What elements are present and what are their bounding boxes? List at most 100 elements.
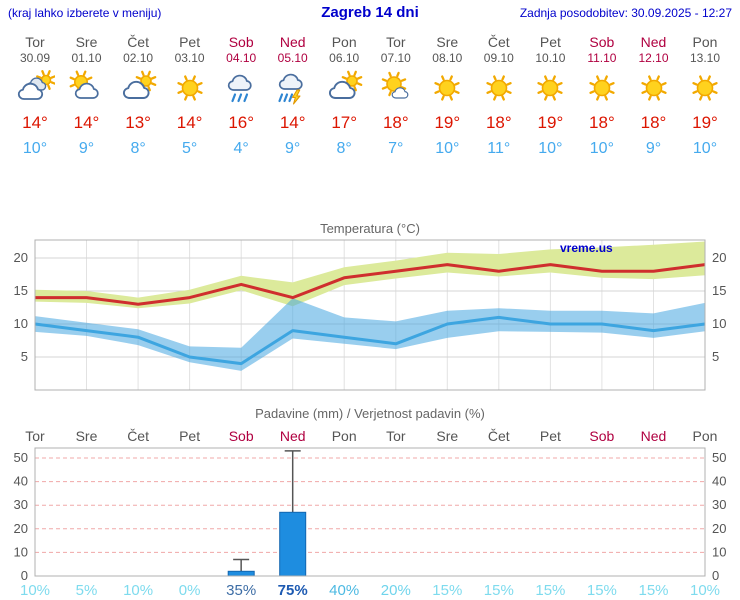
svg-text:20: 20 [14, 250, 28, 265]
precip-probability: 10% [19, 582, 51, 599]
high-temp: 14° [22, 113, 48, 132]
day-name: Ned [640, 34, 667, 50]
day-name: Sre [75, 34, 98, 50]
low-temp: 10° [589, 140, 614, 157]
svg-text:15: 15 [712, 283, 726, 298]
high-temp: 18° [382, 113, 409, 132]
partly-cloudy-icon [61, 70, 113, 108]
day-name: Tor [25, 34, 45, 50]
day-column: Sre 08.10 19° 10° [421, 26, 473, 158]
precip-day-label: Ned [279, 428, 306, 444]
precip-probability: 15% [432, 582, 463, 599]
vreme-us-link[interactable]: vreme.us [560, 241, 613, 255]
high-temp: 19° [537, 113, 564, 132]
precip-day-label: Sre [75, 428, 98, 444]
svg-text:40: 40 [14, 474, 28, 489]
precip-day-label: Tor [25, 428, 45, 444]
svg-text:5: 5 [21, 349, 28, 364]
low-temp: 10° [435, 140, 460, 157]
day-date: 01.10 [71, 51, 102, 65]
sunny-icon [473, 70, 525, 108]
high-temp: 18° [640, 113, 667, 132]
high-temp: 19° [692, 113, 718, 132]
precip-probability: 20% [380, 582, 411, 599]
high-temp: 14° [73, 113, 100, 132]
svg-text:50: 50 [14, 450, 28, 465]
high-temp: 14° [176, 113, 203, 132]
day-date: 13.10 [689, 51, 721, 65]
precip-day-label: Pet [179, 428, 201, 444]
precip-day-labels: Tor Sre Čet Pet Sob Ned Pon Tor Sre Čet Pet Sob Ned P… [0, 428, 740, 444]
day-column: Sob 04.10 16° 4° [215, 26, 267, 158]
min-temp-band [35, 298, 705, 371]
day-name: Pet [539, 34, 561, 50]
day-column: Ned 05.10 14° 9° [267, 26, 319, 158]
low-temp: 5° [181, 140, 198, 157]
precip-day-label: Tor [386, 428, 406, 444]
day-name: Sre [436, 34, 459, 50]
high-temp: 16° [228, 113, 255, 132]
precip-day-label: Ned [640, 428, 667, 444]
svg-text:5: 5 [712, 349, 719, 364]
low-temp: 10° [22, 140, 48, 157]
precip-probability: 5% [75, 582, 98, 599]
day-date: 10.10 [535, 51, 566, 65]
svg-text:20: 20 [14, 521, 28, 536]
precip-probability: 0% [178, 582, 201, 599]
mostly-sunny-icon [370, 70, 422, 108]
precip-bar [227, 570, 255, 577]
sunny-icon [628, 70, 680, 108]
day-date: 30.09 [19, 51, 51, 65]
low-temp: 11° [487, 140, 511, 157]
low-temp: 9° [78, 140, 95, 157]
low-temp: 7° [388, 140, 404, 157]
sunny-icon [164, 70, 216, 108]
precip-axis-labels: 0 0 10 10 20 20 30 30 40 40 50 50 [14, 450, 727, 582]
precipitation-chart: 0 0 10 10 20 20 30 30 40 40 50 50 [14, 447, 727, 582]
svg-text:15: 15 [14, 283, 28, 298]
precip-bars [227, 450, 307, 577]
day-name: Tor [386, 34, 406, 50]
svg-text:10: 10 [14, 544, 28, 559]
svg-text:10: 10 [712, 316, 726, 331]
sunny-icon [524, 70, 576, 108]
svg-text:10: 10 [14, 316, 28, 331]
day-name: Čet [487, 34, 510, 50]
high-temp: 17° [331, 113, 358, 132]
day-date: 12.10 [638, 51, 669, 65]
day-date: 03.10 [174, 51, 205, 65]
min-temp-line [34, 315, 706, 366]
svg-text:20: 20 [712, 521, 726, 536]
temperature-chart: 5 5 10 10 15 15 20 20 vreme.us [14, 239, 726, 391]
low-temp: 8° [336, 140, 352, 157]
day-date: 05.10 [277, 51, 308, 65]
temp-lines [34, 263, 706, 366]
precip-day-label: Pon [331, 428, 357, 444]
day-name: Sob [228, 34, 254, 50]
day-date: 09.10 [483, 51, 514, 65]
precip-day-label: Sre [436, 428, 459, 444]
temperature-chart-title: Temperatura (°C) [320, 221, 420, 236]
day-column: Pet 03.10 14° 5° [164, 26, 216, 158]
svg-text:10: 10 [712, 544, 726, 559]
precip-day-label: Pet [539, 428, 561, 444]
day-column: Čet 02.10 13° 8° [112, 26, 164, 158]
precip-probability: 10% [689, 582, 721, 599]
day-name: Ned [279, 34, 306, 50]
high-temp: 14° [279, 113, 306, 132]
day-column: Sre 01.10 14° 9° [61, 26, 113, 158]
svg-text:0: 0 [21, 568, 28, 582]
precip-probability: 75% [277, 582, 308, 599]
precip-probability: 15% [638, 582, 669, 599]
day-date: 07.10 [380, 51, 411, 65]
mostly-cloudy-icon [112, 70, 164, 108]
precip-day-label: Sob [589, 428, 615, 444]
svg-text:40: 40 [712, 474, 726, 489]
cloudy-icon [9, 70, 61, 108]
day-column: Pet 10.10 19° 10° [524, 26, 576, 158]
precip-bar [279, 511, 307, 577]
high-temp: 18° [589, 113, 615, 132]
precip-day-label: Čet [487, 428, 510, 444]
sunny-icon [576, 70, 628, 108]
